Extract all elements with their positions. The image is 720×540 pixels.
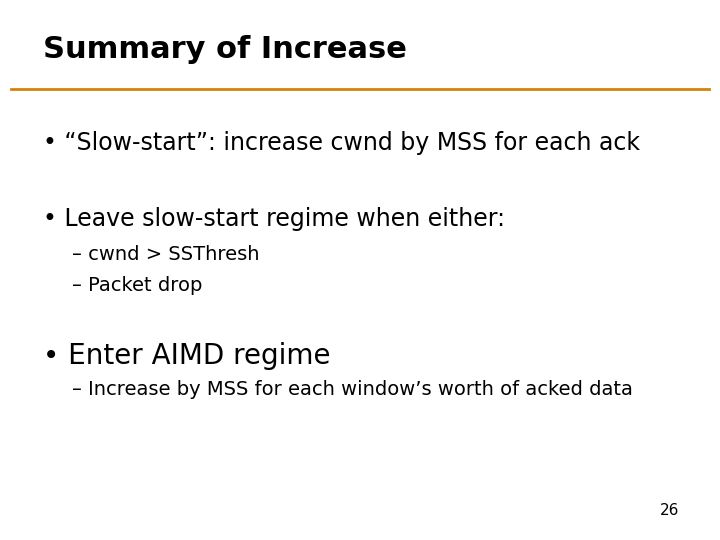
Text: – Increase by MSS for each window’s worth of acked data: – Increase by MSS for each window’s wort…: [72, 380, 633, 400]
Text: – Packet drop: – Packet drop: [72, 275, 202, 295]
Text: 26: 26: [660, 503, 679, 518]
Text: • Enter AIMD regime: • Enter AIMD regime: [43, 342, 330, 370]
Text: • Leave slow-start regime when either:: • Leave slow-start regime when either:: [43, 207, 505, 231]
Text: Summary of Increase: Summary of Increase: [43, 35, 407, 64]
Text: – cwnd > SSThresh: – cwnd > SSThresh: [72, 245, 259, 265]
Text: • “Slow-start”: increase cwnd by MSS for each ack: • “Slow-start”: increase cwnd by MSS for…: [43, 131, 640, 155]
